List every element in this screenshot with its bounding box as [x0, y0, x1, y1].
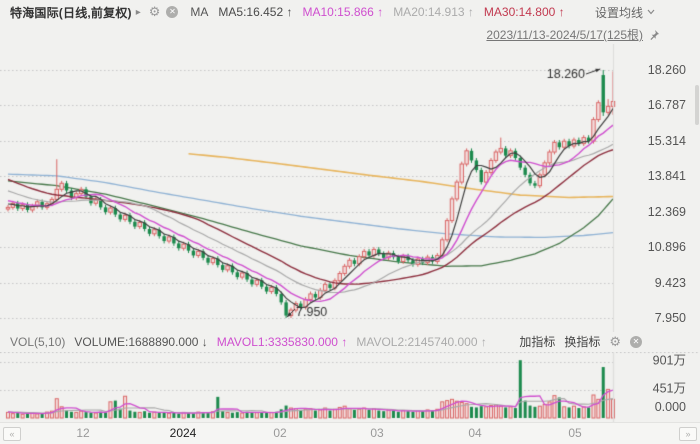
indicator-label: MA [190, 5, 209, 19]
scroll-right-button[interactable]: » [679, 427, 697, 441]
ma-legend: MA5:16.452 ↑ MA10:15.866 ↑ MA20:14.913 ↑ MA… [218, 5, 574, 19]
gear-icon[interactable]: ⚙ [148, 4, 161, 19]
chart-header: 特海国际(日线,前复权) ▸ ⚙ ✕ MA MA5:16.452 ↑ MA10:1… [0, 0, 700, 24]
volume-chart-canvas[interactable] [0, 352, 700, 422]
scrollbar-thumb[interactable] [695, 85, 699, 125]
volume-close-icon[interactable]: ✕ [630, 335, 642, 348]
volume-actions: 加指标 换指标 ⚙ ✕ [519, 331, 642, 352]
volume-legend-item: MAVOL1:3335830.000 ↑ [216, 334, 348, 349]
stock-title[interactable]: 特海国际(日线,前复权) [10, 5, 132, 20]
date-range-label: 2023/11/13-2024/5/17(125根) [486, 28, 643, 42]
volume-header: VOL(5,10) VOLUME:1688890.000 ↓ MAVOL1:333… [0, 331, 700, 352]
time-axis: « 12 2024 02 03 04 05 » [0, 422, 700, 444]
ma-legend-item: MA5:16.452 ↑ [218, 5, 293, 19]
close-icon[interactable]: ✕ [166, 6, 179, 18]
add-indicator-button[interactable]: 加指标 [519, 335, 556, 349]
x-axis-label: 04 [468, 426, 482, 440]
x-axis-label: 2024 [169, 426, 197, 440]
ma-legend-item: MA30:14.800 ↑ [483, 5, 565, 19]
pin-icon[interactable] [648, 29, 660, 41]
chevron-down-icon [647, 9, 655, 15]
ma-legend-item: MA10:15.866 ↑ [302, 5, 384, 19]
volume-legend: VOLUME:1688890.000 ↓ MAVOL1:3335830.000 ↑… [74, 335, 496, 349]
volume-legend-item: MAVOL2:2145740.000 ↑ [356, 334, 487, 349]
x-axis-label: 02 [273, 426, 287, 440]
volume-legend-item: VOLUME:1688890.000 ↓ [74, 334, 208, 349]
volume-gear-icon[interactable]: ⚙ [609, 333, 621, 349]
ma-settings-button[interactable]: 设置均线 [595, 0, 655, 24]
switch-indicator-button[interactable]: 换指标 [564, 335, 601, 349]
date-range[interactable]: 2023/11/13-2024/5/17(125根) [486, 26, 660, 43]
ma-legend-item: MA20:14.913 ↑ [393, 5, 474, 19]
vertical-scrollbar[interactable] [695, 46, 699, 420]
x-axis-label: 12 [76, 426, 90, 440]
main-chart-canvas[interactable] [0, 44, 700, 332]
scroll-left-button[interactable]: « [3, 427, 21, 441]
caret-right-icon[interactable]: ▸ [135, 6, 141, 18]
vol-indicator-label: VOL(5,10) [10, 334, 66, 349]
ma-settings-label: 设置均线 [594, 5, 643, 20]
x-axis-label: 03 [370, 426, 384, 440]
x-axis-label: 05 [568, 426, 582, 440]
